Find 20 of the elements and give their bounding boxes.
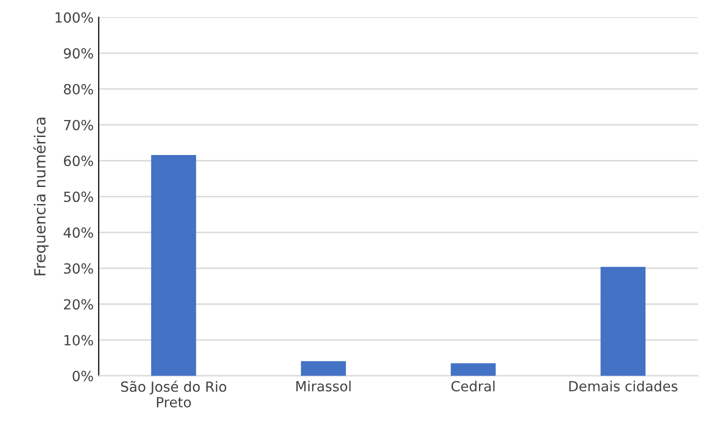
y-tick-label: 70%	[64, 120, 94, 130]
y-tick-label: 90%	[64, 48, 94, 59]
bar	[450, 363, 496, 376]
y-tick-label: 40%	[64, 227, 94, 238]
x-tick-label: Cedral	[451, 380, 494, 392]
x-tick-label: São José do Rio Preto	[121, 380, 226, 408]
y-tick-label: 10%	[64, 334, 94, 346]
bar	[151, 154, 196, 376]
y-tick-label: 60%	[64, 156, 94, 166]
y-tick-label: 50%	[64, 192, 94, 202]
bar	[600, 266, 646, 376]
bar	[300, 361, 346, 376]
x-tick-label: Mirassol	[296, 380, 351, 392]
y-tick-label: 30%	[64, 263, 94, 274]
y-tick-label: 100%	[56, 12, 94, 23]
y-tick-label: 20%	[64, 299, 94, 310]
y-axis-title: Frequencia numérica	[33, 118, 49, 276]
y-tick-label: 80%	[64, 84, 94, 94]
x-tick-label: Demais cidades	[569, 380, 678, 392]
y-tick-label: 0%	[72, 370, 94, 382]
